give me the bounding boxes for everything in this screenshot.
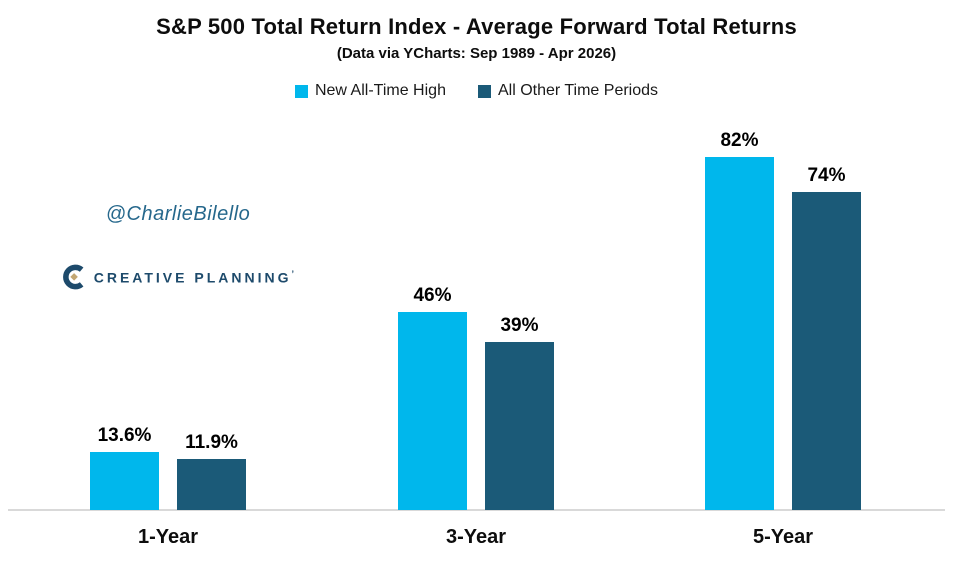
- bar-series-1-3-year: [485, 342, 554, 510]
- bar-series-0-1-year: [90, 452, 159, 510]
- legend-label: New All-Time High: [314, 82, 446, 99]
- bar-series-0-3-year: [398, 312, 467, 510]
- category-label-3-year: 3-Year: [445, 526, 507, 548]
- bar-value-label: 46%: [413, 285, 452, 306]
- logo-trademark: ’: [291, 268, 294, 279]
- x-axis-line: [8, 509, 945, 511]
- creative-planning-logo: CREATIVE PLANNING’: [62, 260, 294, 294]
- bar-wrap: 46%: [398, 285, 467, 510]
- category-label-1-year: 1-Year: [137, 526, 199, 548]
- chart-subtitle: (Data via YCharts: Sep 1989 - Apr 2026): [336, 45, 617, 62]
- bar-wrap: 11.9%: [177, 432, 246, 510]
- author-handle: @CharlieBilello: [105, 203, 251, 225]
- bar-group-3-year: 46% 39%: [398, 285, 554, 510]
- logo-text: CREATIVE PLANNING’: [93, 268, 294, 286]
- chart-legend: New All-Time High All Other Time Periods: [0, 82, 953, 100]
- creative-planning-c-icon: [63, 264, 84, 290]
- legend-item-1: All Other Time Periods: [477, 82, 659, 100]
- legend-label: All Other Time Periods: [497, 82, 659, 99]
- bar-value-label: 39%: [500, 315, 539, 336]
- bar-wrap: 82%: [705, 130, 774, 510]
- legend-item-0: New All-Time High: [294, 82, 446, 100]
- category-label-5-year: 5-Year: [752, 526, 814, 548]
- bar-value-label: 74%: [807, 165, 846, 186]
- bar-value-label: 82%: [720, 130, 759, 151]
- bar-series-1-5-year: [792, 192, 861, 510]
- bar-series-1-1-year: [177, 459, 246, 510]
- bar-wrap: 74%: [792, 165, 861, 510]
- bar-group-5-year: 82% 74%: [705, 130, 861, 510]
- legend-swatch-icon: [477, 84, 491, 98]
- chart-title: S&P 500 Total Return Index - Average For…: [156, 14, 797, 39]
- bar-wrap: 13.6%: [90, 425, 159, 510]
- bar-group-1-year: 13.6% 11.9%: [90, 425, 246, 510]
- bar-series-0-5-year: [705, 157, 774, 510]
- legend-swatch-icon: [294, 84, 308, 98]
- bar-value-label: 13.6%: [97, 425, 152, 446]
- watermark: @CharlieBilello CREATIVE PLANNING’: [62, 203, 294, 294]
- bar-wrap: 39%: [485, 315, 554, 510]
- bar-value-label: 11.9%: [185, 432, 238, 453]
